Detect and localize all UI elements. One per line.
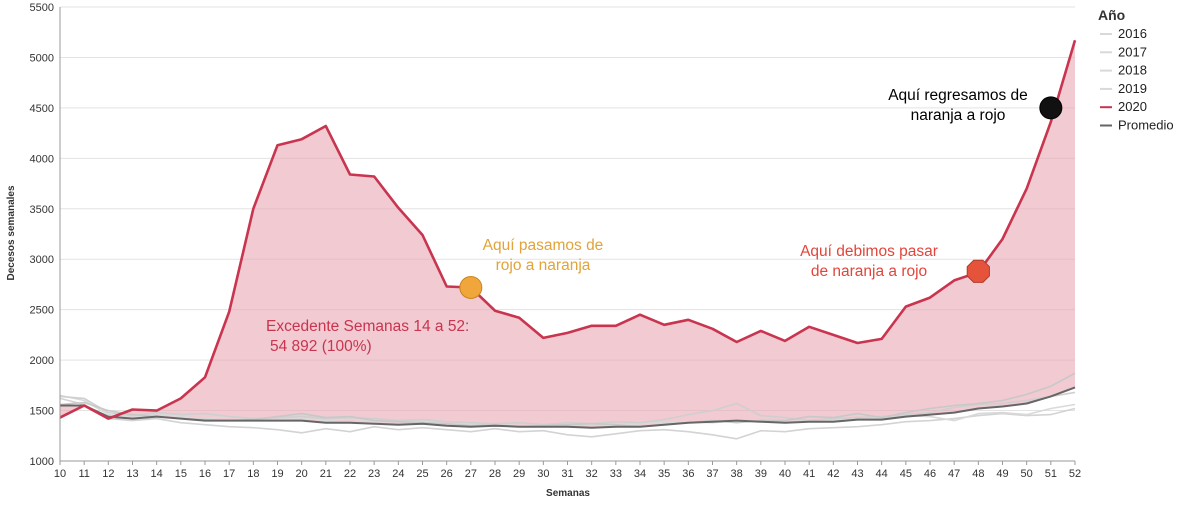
y-tick-label: 1500 — [30, 406, 54, 418]
x-tick-label: 49 — [996, 468, 1008, 480]
legend-label: 2020 — [1118, 99, 1147, 114]
x-tick-label: 36 — [682, 468, 694, 480]
x-tick-label: 43 — [851, 468, 863, 480]
x-tick-label: 51 — [1045, 468, 1057, 480]
x-tick-label: 11 — [78, 468, 89, 480]
legend-label: 2017 — [1118, 44, 1147, 59]
x-tick-label: 33 — [610, 468, 622, 480]
x-tick-label: 28 — [489, 468, 501, 480]
x-axis-ticks: 10 11 12 13 14 15 16 17 18 19 20 21 22 23 24 25 26 27 28 29… — [54, 461, 1081, 480]
x-tick-label: 12 — [102, 468, 114, 480]
x-tick-label: 52 — [1069, 468, 1081, 480]
series-line-2018 — [59, 391, 1076, 426]
annotation-marker — [966, 259, 990, 283]
x-tick-label: 14 — [151, 468, 163, 480]
legend-label: 2016 — [1118, 26, 1147, 41]
series-line-2016 — [59, 397, 1076, 440]
y-tick-label: 2000 — [30, 355, 54, 367]
x-tick-label: 10 — [54, 468, 66, 480]
x-tick-label: 25 — [416, 468, 428, 480]
x-tick-label: 45 — [900, 468, 912, 480]
annotation-text: rojo a naranja — [496, 257, 591, 274]
series-lines — [59, 39, 1077, 440]
annotation-text: 54 892 (100%) — [270, 338, 372, 355]
x-tick-label: 37 — [706, 468, 718, 480]
x-tick-label: 34 — [634, 468, 646, 480]
y-tick-label: 5500 — [30, 2, 54, 14]
x-tick-label: 18 — [247, 468, 259, 480]
x-tick-label: 13 — [126, 468, 138, 480]
y-tick-label: 4000 — [30, 153, 54, 165]
legend-title: Año — [1098, 7, 1125, 23]
x-tick-label: 16 — [199, 468, 211, 480]
y-tick-label: 4500 — [30, 103, 54, 115]
legend-label: Promedio — [1118, 118, 1174, 133]
x-axis-title: Semanas — [546, 488, 590, 499]
x-tick-label: 35 — [658, 468, 670, 480]
annotation-text: Aquí debimos pasar — [800, 243, 938, 260]
x-tick-label: 50 — [1021, 468, 1033, 480]
x-tick-label: 27 — [465, 468, 477, 480]
x-tick-label: 39 — [755, 468, 767, 480]
x-tick-label: 47 — [948, 468, 960, 480]
x-tick-label: 22 — [344, 468, 356, 480]
x-tick-label: 38 — [731, 468, 743, 480]
x-tick-label: 48 — [972, 468, 984, 480]
series-line-2020 — [59, 39, 1077, 420]
legend-label: 2019 — [1118, 81, 1147, 96]
y-axis-ticks: 1000 1500 2000 2500 3000 3500 4000 4500 5000 5500 — [30, 2, 54, 468]
x-tick-label: 42 — [827, 468, 839, 480]
y-tick-label: 2500 — [30, 305, 54, 317]
x-tick-label: 20 — [296, 468, 308, 480]
x-tick-label: 41 — [803, 468, 815, 480]
x-tick-label: 44 — [876, 468, 888, 480]
x-tick-label: 26 — [441, 468, 453, 480]
y-tick-label: 3000 — [30, 254, 54, 266]
y-tick-label: 3500 — [30, 204, 54, 216]
annotations: Aquí pasamos de rojo a naranja Aquí debimo… — [266, 87, 1063, 355]
x-tick-label: 23 — [368, 468, 380, 480]
legend-label: 2018 — [1118, 63, 1147, 78]
y-tick-label: 1000 — [30, 456, 54, 468]
x-tick-label: 40 — [779, 468, 791, 480]
y-axis-title: Decesos semanales — [6, 185, 17, 281]
x-tick-label: 24 — [392, 468, 404, 480]
x-tick-label: 32 — [586, 468, 598, 480]
x-tick-label: 21 — [320, 468, 332, 480]
x-tick-label: 29 — [513, 468, 525, 480]
x-tick-label: 17 — [223, 468, 235, 480]
annotation-text: naranja a rojo — [911, 107, 1006, 124]
x-tick-label: 31 — [561, 468, 573, 480]
annotation-text: Excedente Semanas 14 a 52: — [266, 318, 469, 335]
x-tick-label: 19 — [271, 468, 283, 480]
annotation-marker — [1039, 96, 1063, 120]
annotation-text: de naranja a rojo — [811, 263, 927, 280]
annotation-text: Aquí regresamos de — [888, 87, 1028, 104]
x-tick-label: 30 — [537, 468, 549, 480]
series-line-promedio — [60, 386, 1076, 429]
annotation-marker — [459, 275, 483, 299]
y-tick-label: 5000 — [30, 52, 54, 64]
x-tick-label: 46 — [924, 468, 936, 480]
legend: Año 2016 2017 2018 2019 2020 Promedio — [1098, 7, 1174, 133]
x-tick-label: 15 — [175, 468, 187, 480]
annotation-text: Aquí pasamos de — [483, 237, 604, 254]
